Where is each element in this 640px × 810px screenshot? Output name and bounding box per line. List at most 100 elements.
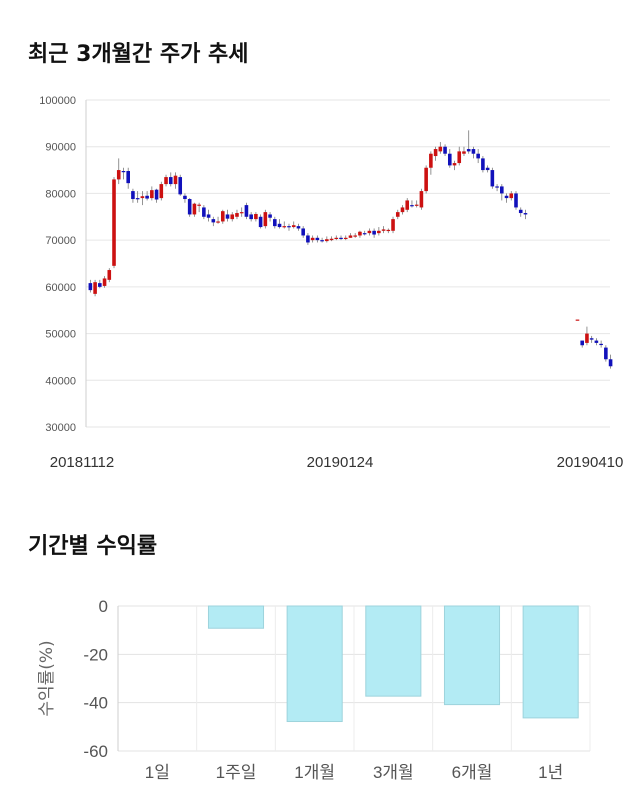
candle <box>589 335 594 343</box>
candle <box>405 198 410 213</box>
candle <box>235 209 239 220</box>
candle-body <box>187 199 192 215</box>
y-tick-label: 0 <box>99 597 108 616</box>
candle <box>112 177 116 269</box>
candle <box>230 212 235 222</box>
candle <box>258 214 263 229</box>
candle <box>608 354 613 369</box>
candle-body <box>178 177 183 195</box>
candle <box>135 191 140 203</box>
candle-body <box>452 163 457 166</box>
candle <box>131 188 135 203</box>
candle-body <box>287 226 291 228</box>
candle-body <box>500 186 504 194</box>
candle <box>93 279 97 297</box>
candle <box>249 212 253 222</box>
candle-body <box>325 239 329 242</box>
candle-body <box>504 195 509 199</box>
candle-body <box>599 343 603 346</box>
candle-body <box>367 230 372 234</box>
candle-body <box>424 167 428 192</box>
candle-body <box>362 233 367 235</box>
return-bar <box>522 605 579 719</box>
candle-body <box>523 213 528 215</box>
candle-body <box>164 177 168 185</box>
candle-body <box>395 212 400 217</box>
candle <box>244 202 249 220</box>
candle-body <box>466 149 471 152</box>
candle-body <box>244 205 249 217</box>
candle-body <box>277 223 282 228</box>
candle-body <box>273 219 277 227</box>
candle-body <box>154 189 159 200</box>
candle <box>225 209 230 222</box>
candle-body <box>258 216 263 228</box>
candle-body <box>220 211 225 222</box>
candle-body <box>485 167 490 171</box>
candle <box>306 233 310 245</box>
candle <box>315 235 320 243</box>
candle <box>239 207 244 217</box>
candle <box>173 172 178 189</box>
y-tick-label: 90000 <box>45 142 76 154</box>
candle <box>599 340 603 348</box>
candle <box>88 279 93 293</box>
candle <box>395 209 400 220</box>
candle-body <box>282 226 287 228</box>
candle <box>273 216 277 229</box>
candle <box>121 167 126 180</box>
candle-body <box>102 278 107 286</box>
candle <box>206 209 211 222</box>
x-date-label: 20190124 <box>307 454 374 471</box>
candle <box>367 228 372 236</box>
candle <box>98 279 102 289</box>
candle <box>291 221 296 229</box>
candle <box>348 233 353 238</box>
candle-body <box>216 221 220 223</box>
candle <box>509 191 514 201</box>
x-category-label: 1주일 <box>216 763 257 782</box>
candle <box>481 156 485 173</box>
candle <box>575 319 580 321</box>
candle <box>471 146 476 159</box>
price-chart-title: 최근 3개월간 주가 추세 <box>28 42 249 67</box>
candle <box>145 191 149 201</box>
candle <box>523 209 528 220</box>
candle <box>178 174 183 196</box>
candle-body <box>249 214 253 220</box>
candle <box>211 216 216 227</box>
candle <box>594 338 599 346</box>
candle-body <box>225 214 230 219</box>
candle-body <box>443 146 447 154</box>
candle <box>310 235 315 243</box>
candle-body <box>98 283 102 287</box>
return-bar <box>443 605 501 706</box>
candle-body <box>145 195 149 199</box>
candle <box>150 186 154 201</box>
candle-body <box>140 196 145 199</box>
candle-body <box>353 235 357 237</box>
candle-body <box>476 153 480 159</box>
candle-body <box>230 214 235 220</box>
candle <box>216 216 220 224</box>
candle <box>452 160 457 171</box>
candle <box>107 268 112 283</box>
candle <box>202 205 206 220</box>
candle <box>391 216 395 234</box>
candle-body <box>131 191 135 200</box>
candle-body <box>339 237 343 240</box>
candle <box>282 221 287 229</box>
candle <box>490 167 495 189</box>
candle <box>372 228 376 238</box>
candle-body <box>604 347 608 360</box>
y-tick-label: 30000 <box>45 422 76 434</box>
candle-body <box>239 212 244 214</box>
candle-body <box>301 228 305 236</box>
candle-body <box>410 205 414 207</box>
candle-body <box>343 237 348 240</box>
y-tick-label: 60000 <box>45 282 76 294</box>
candle-body <box>457 151 462 164</box>
candle-body <box>471 149 476 154</box>
candle <box>164 174 168 187</box>
candle-body <box>594 340 599 343</box>
